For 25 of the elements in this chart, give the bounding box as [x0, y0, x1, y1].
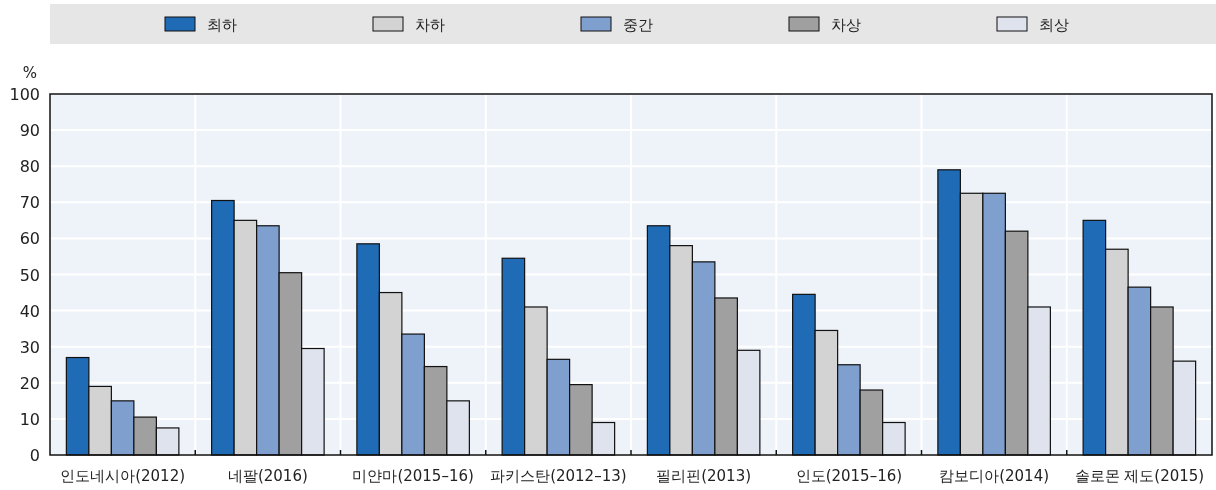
- legend-label: 최상: [1039, 16, 1069, 34]
- x-tick-label: 파키스탄(2012–13): [490, 467, 627, 485]
- legend-label: 차하: [415, 16, 445, 34]
- x-tick-label: 솔로몬 제도(2015): [1074, 467, 1205, 485]
- y-tick-label: 80: [19, 157, 40, 177]
- y-tick-label: 50: [19, 265, 40, 285]
- y-tick-label: 40: [19, 301, 40, 321]
- x-tick-label: 캄보디아(2014): [939, 467, 1050, 485]
- y-axis-title: %: [22, 64, 38, 82]
- x-tick-label: 미얀마(2015–16): [352, 467, 474, 485]
- y-tick-label: 70: [19, 193, 40, 213]
- y-tick-label: 20: [19, 373, 40, 393]
- legend-label: 최하: [207, 16, 237, 34]
- y-tick-label: 10: [19, 409, 40, 429]
- x-tick-label: 인도(2015–16): [795, 467, 903, 485]
- y-tick-label: 60: [19, 229, 40, 249]
- y-tick-label: 30: [19, 337, 40, 357]
- x-tick-label: 네팔(2016): [227, 467, 308, 485]
- x-tick-label: 필리핀(2013): [656, 467, 752, 485]
- legend-label: 중간: [623, 16, 653, 34]
- legend-label: 차상: [831, 16, 861, 34]
- x-tick-label: 인도네시아(2012): [60, 467, 186, 485]
- y-tick-label: 90: [19, 121, 40, 141]
- y-tick-label: 100: [9, 85, 40, 104]
- y-tick-label: 0: [29, 446, 40, 465]
